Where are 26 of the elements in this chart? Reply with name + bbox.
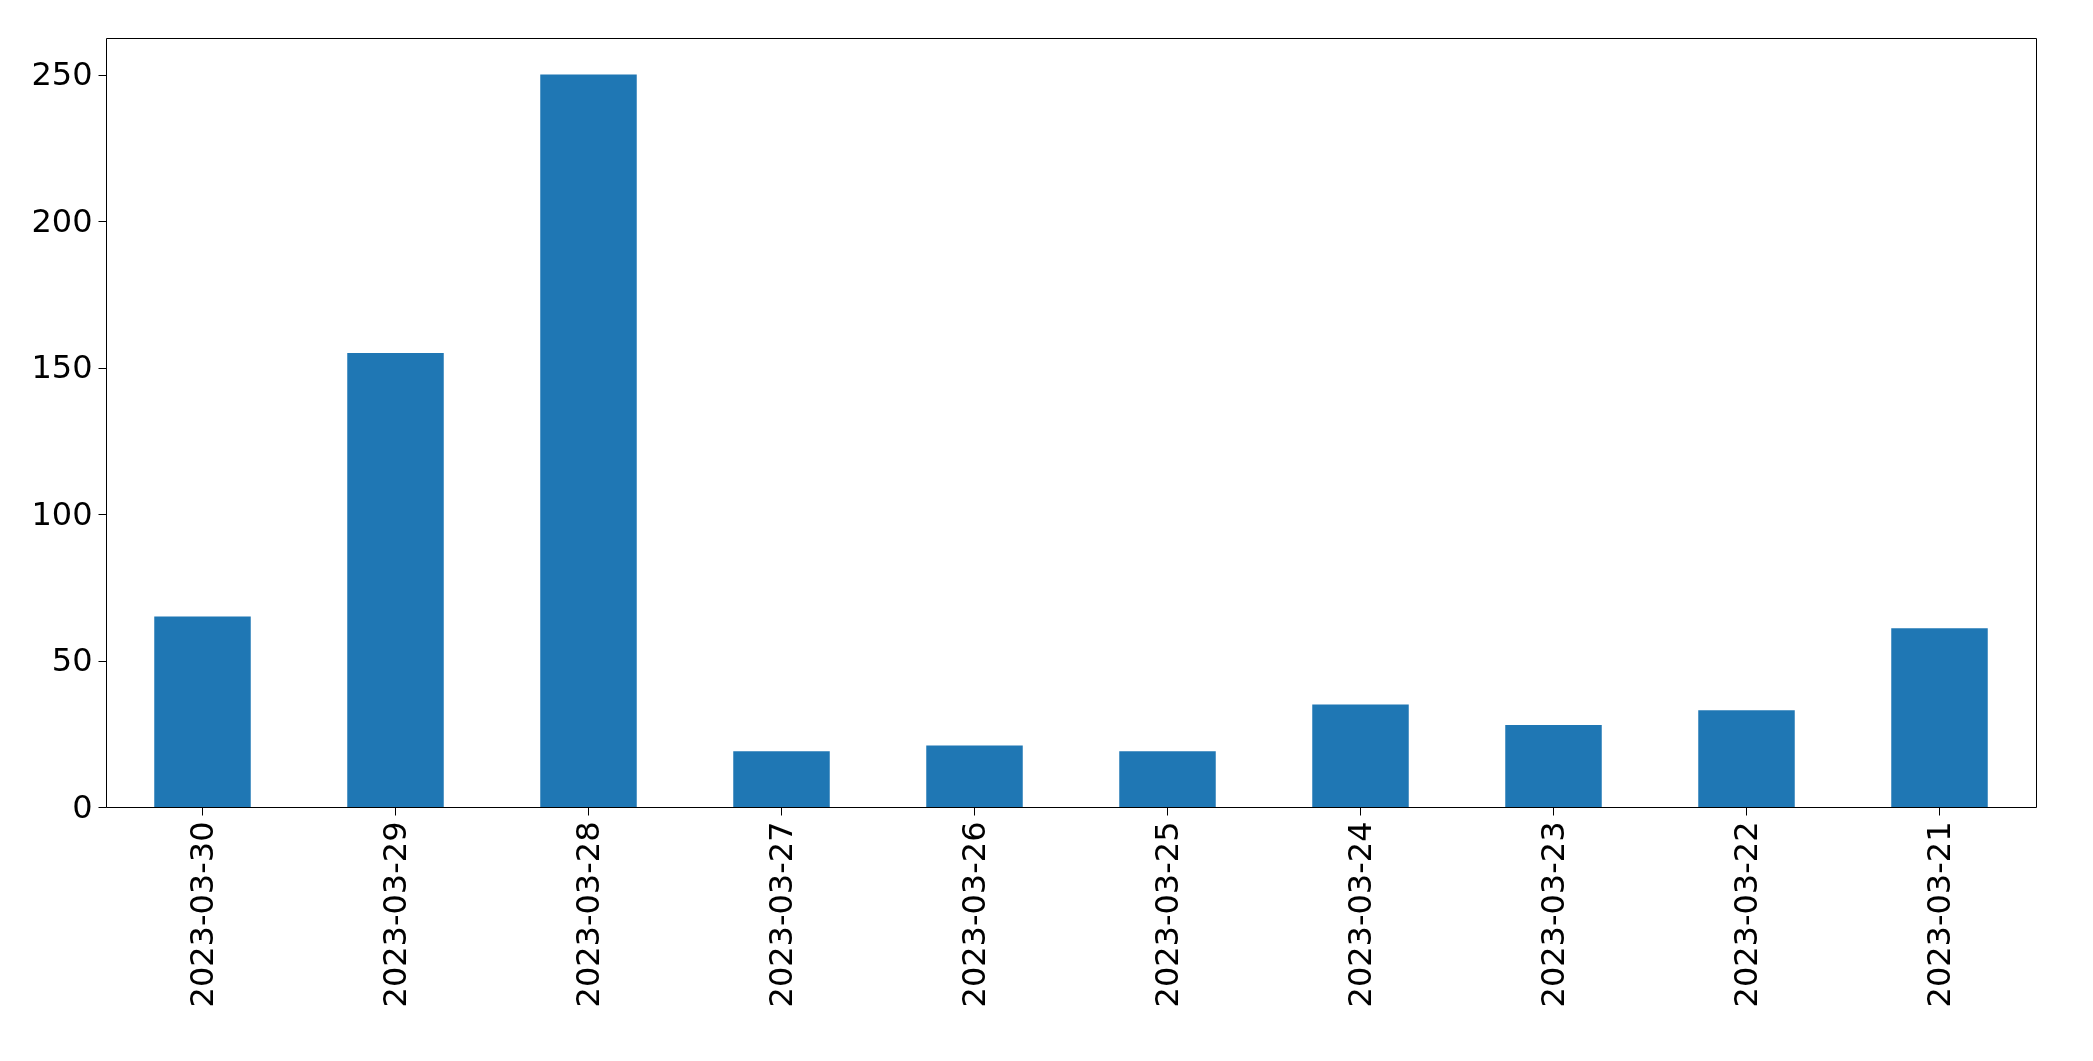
y-tick-label: 250: [31, 55, 93, 94]
y-tick-label: 200: [31, 201, 93, 240]
y-tick-label: 150: [31, 348, 93, 387]
bar: [926, 745, 1023, 807]
bar: [540, 74, 637, 807]
x-tick-label: 2023-03-23: [1533, 821, 1572, 1008]
bar: [154, 616, 251, 807]
x-tick-label: 2023-03-24: [1340, 821, 1379, 1008]
bar: [1312, 704, 1409, 807]
bar: [1119, 751, 1216, 807]
x-tick-label: 2023-03-22: [1726, 821, 1765, 1008]
y-tick-label: 50: [51, 641, 93, 680]
x-tick-label: 2023-03-25: [1147, 821, 1186, 1008]
x-tick-label: 2023-03-30: [182, 821, 221, 1008]
bar: [347, 352, 444, 807]
x-tick-label: 2023-03-26: [954, 821, 993, 1008]
bar: [733, 751, 830, 807]
bar: [1698, 710, 1795, 807]
bar: [1891, 628, 1988, 807]
x-tick-label: 2023-03-29: [375, 821, 414, 1008]
x-tick-label: 2023-03-28: [568, 821, 607, 1008]
bar: [1505, 724, 1602, 807]
x-tick-label: 2023-03-27: [761, 821, 800, 1008]
y-tick-label: 100: [31, 494, 93, 533]
x-tick-label: 2023-03-21: [1919, 821, 1958, 1008]
y-tick-label: 0: [72, 787, 93, 826]
